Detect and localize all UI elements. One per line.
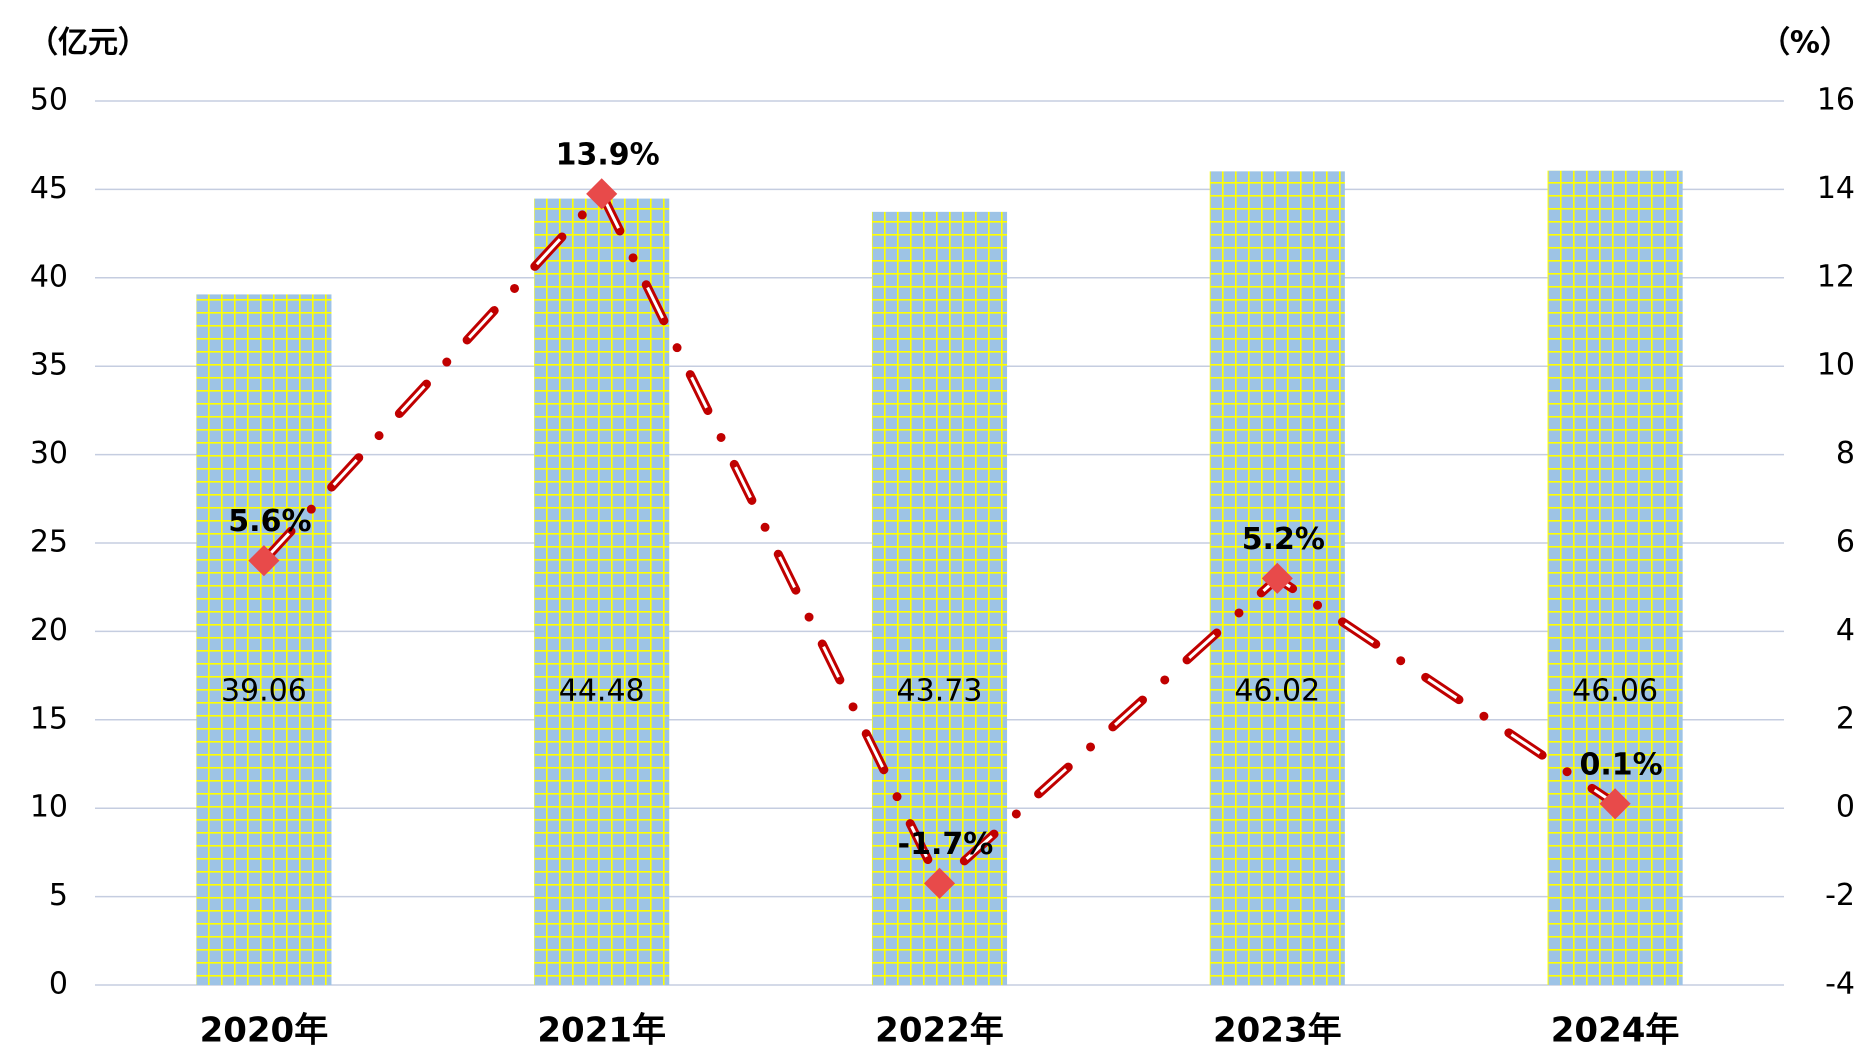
bar-value-label: 46.02 bbox=[1234, 674, 1320, 709]
y2-tick-label: 12 bbox=[1817, 259, 1855, 294]
x-tick-label: 2020年 bbox=[200, 1011, 329, 1051]
line-value-label: 5.6% bbox=[228, 504, 311, 539]
y2-tick-label: 10 bbox=[1817, 348, 1855, 383]
y-tick-label: 50 bbox=[30, 83, 68, 118]
y-tick-label: 20 bbox=[30, 613, 68, 648]
y2-tick-label: 6 bbox=[1836, 525, 1855, 560]
y-tick-label: 30 bbox=[30, 436, 68, 471]
bar bbox=[534, 198, 670, 985]
y-axis-label: （亿元） bbox=[28, 26, 148, 61]
y2-tick-label: 2 bbox=[1836, 701, 1855, 736]
y-tick-label: 35 bbox=[30, 348, 68, 383]
y-tick-label: 0 bbox=[49, 967, 68, 1002]
line-value-label: 5.2% bbox=[1242, 522, 1325, 557]
y2-tick-label: 16 bbox=[1817, 83, 1855, 118]
bar-value-label: 43.73 bbox=[897, 674, 983, 709]
y-tick-label: 10 bbox=[30, 790, 68, 825]
y2-tick-label: 4 bbox=[1836, 613, 1855, 648]
line-value-label: 13.9% bbox=[556, 137, 660, 172]
bar-value-label: 44.48 bbox=[559, 674, 645, 709]
bar-value-label: 39.06 bbox=[221, 674, 307, 709]
y2-axis-label: （%） bbox=[1760, 26, 1850, 61]
x-tick-label: 2023年 bbox=[1213, 1011, 1342, 1051]
y2-tick-label: -2 bbox=[1825, 878, 1855, 913]
x-tick-label: 2022年 bbox=[875, 1011, 1004, 1051]
line-value-label: 0.1% bbox=[1579, 747, 1662, 782]
x-tick-label: 2024年 bbox=[1551, 1011, 1680, 1051]
y2-tick-label: 14 bbox=[1817, 171, 1855, 206]
bar bbox=[1547, 170, 1683, 986]
y-tick-label: 5 bbox=[49, 878, 68, 913]
bar bbox=[196, 294, 332, 985]
y2-tick-label: 0 bbox=[1836, 790, 1855, 825]
line-value-label: -1.7% bbox=[898, 827, 994, 862]
x-tick-label: 2021年 bbox=[537, 1011, 666, 1051]
bar bbox=[871, 211, 1008, 985]
growth-line-core bbox=[262, 191, 1616, 886]
bar-value-label: 46.06 bbox=[1572, 674, 1658, 709]
y2-tick-label: 8 bbox=[1836, 436, 1855, 471]
y2-tick-label: -4 bbox=[1825, 967, 1855, 1002]
y-tick-label: 25 bbox=[30, 525, 68, 560]
y-tick-label: 40 bbox=[30, 259, 68, 294]
y-tick-label: 15 bbox=[30, 701, 68, 736]
y-tick-label: 45 bbox=[30, 171, 68, 206]
